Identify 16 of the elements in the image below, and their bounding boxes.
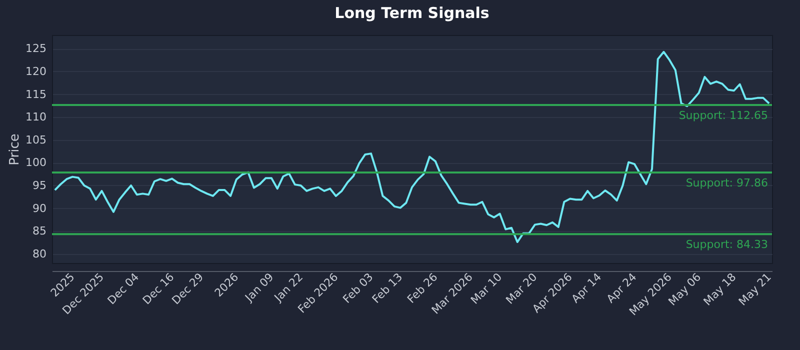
ref-line-label: Support: 112.65 [678,108,768,122]
y-tick-label: 95 [32,178,46,192]
x-tick-label: Dec 04 [105,270,142,308]
y-tick-label: 80 [32,247,46,260]
y-tick-label: 125 [26,42,46,56]
chart-title: Long Term Signals [334,4,490,22]
y-tick-label: 115 [26,88,46,101]
ref-line-label: Support: 84.33 [686,238,768,252]
y-tick-label: 85 [32,224,46,238]
y-tick-label: 120 [26,64,46,78]
y-tick-label: 90 [32,202,46,215]
ref-line-label: Support: 97.86 [686,176,768,190]
y-tick-label: 110 [26,110,46,124]
y-tick-label: 100 [26,156,46,170]
y-axis-title: Price [8,134,23,166]
y-tick-label: 105 [26,133,46,146]
